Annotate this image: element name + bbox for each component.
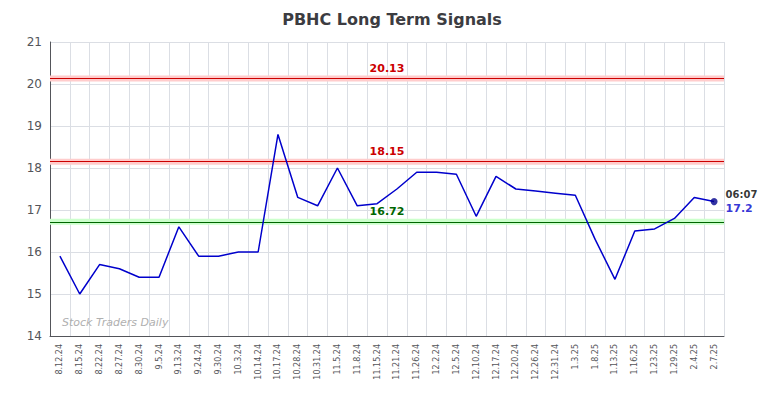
svg-text:16: 16: [27, 245, 42, 259]
svg-text:11.26.24: 11.26.24: [412, 344, 421, 380]
svg-text:20.13: 20.13: [370, 62, 405, 75]
svg-text:9.24.24: 9.24.24: [194, 344, 203, 375]
svg-text:10.31.24: 10.31.24: [313, 344, 322, 380]
svg-text:1.3.25: 1.3.25: [571, 344, 580, 369]
svg-text:8.22.24: 8.22.24: [95, 344, 104, 375]
svg-text:8.15.24: 8.15.24: [75, 344, 84, 375]
svg-text:8.30.24: 8.30.24: [135, 344, 144, 375]
svg-text:21: 21: [27, 35, 42, 49]
svg-text:11.21.24: 11.21.24: [392, 344, 401, 380]
svg-text:17.2: 17.2: [726, 202, 753, 215]
svg-text:2.4.25: 2.4.25: [690, 344, 699, 369]
svg-text:PBHC Long Term Signals: PBHC Long Term Signals: [282, 10, 502, 29]
svg-text:10.28.24: 10.28.24: [293, 344, 302, 380]
svg-text:1.13.25: 1.13.25: [610, 344, 619, 375]
svg-text:12.26.24: 12.26.24: [531, 344, 540, 380]
svg-text:1.23.25: 1.23.25: [650, 344, 659, 375]
svg-text:16.72: 16.72: [370, 205, 405, 218]
svg-text:12.20.24: 12.20.24: [511, 344, 520, 380]
svg-text:8.27.24: 8.27.24: [115, 344, 124, 375]
svg-text:10.14.24: 10.14.24: [254, 344, 263, 380]
svg-text:12.17.24: 12.17.24: [492, 344, 501, 380]
svg-text:15: 15: [27, 287, 42, 301]
svg-text:1.8.25: 1.8.25: [591, 344, 600, 369]
svg-text:8.12.24: 8.12.24: [55, 344, 64, 375]
svg-text:18: 18: [27, 161, 42, 175]
svg-text:1.29.25: 1.29.25: [670, 344, 679, 375]
svg-text:12.31.24: 12.31.24: [551, 344, 560, 380]
svg-text:12.2.24: 12.2.24: [432, 344, 441, 375]
svg-text:2.7.25: 2.7.25: [710, 344, 719, 369]
svg-text:18.15: 18.15: [370, 145, 405, 158]
svg-text:19: 19: [27, 119, 42, 133]
svg-text:20: 20: [27, 77, 42, 91]
svg-text:11.15.24: 11.15.24: [373, 344, 382, 380]
svg-text:9.30.24: 9.30.24: [214, 344, 223, 375]
svg-text:9.13.24: 9.13.24: [174, 344, 183, 375]
svg-text:17: 17: [27, 203, 42, 217]
svg-text:10.3.24: 10.3.24: [234, 344, 243, 375]
svg-text:14: 14: [27, 329, 42, 343]
svg-text:12.10.24: 12.10.24: [472, 344, 481, 380]
svg-text:12.5.24: 12.5.24: [452, 344, 461, 375]
svg-text:11.8.24: 11.8.24: [353, 344, 362, 375]
svg-text:11.5.24: 11.5.24: [333, 344, 342, 375]
svg-text:10.17.24: 10.17.24: [273, 344, 282, 380]
svg-text:1.16.25: 1.16.25: [630, 344, 639, 375]
svg-text:9.5.24: 9.5.24: [155, 344, 164, 369]
svg-text:06:07: 06:07: [726, 189, 758, 200]
svg-text:Stock Traders Daily: Stock Traders Daily: [62, 316, 169, 329]
